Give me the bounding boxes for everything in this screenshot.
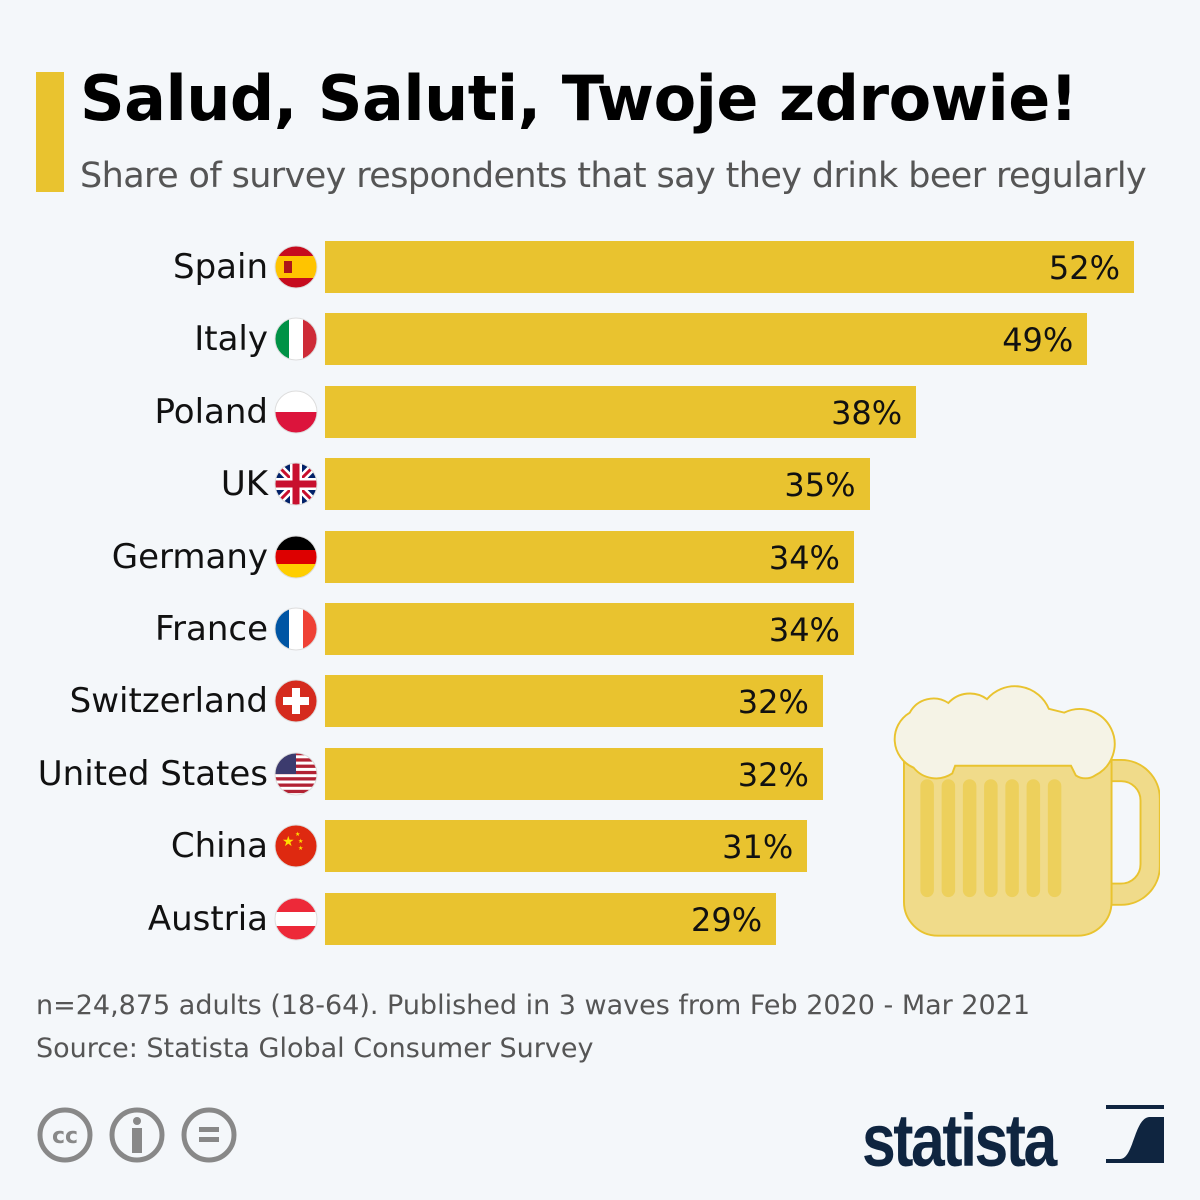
- value-label: 38%: [831, 393, 903, 432]
- bar: 32%: [325, 675, 823, 728]
- bar-row: Germany 34%: [0, 530, 1200, 583]
- bar-row: United States 32%: [0, 747, 1200, 800]
- sample-note: n=24,875 adults (18-64). Published in 3 …: [36, 990, 1031, 1021]
- china-flag-icon: ★ ★★★: [274, 824, 318, 868]
- svg-text:★: ★: [295, 831, 300, 838]
- austria-flag-icon: [274, 897, 318, 941]
- bar-row: China ★ ★ ★ ★ 31%: [0, 820, 1200, 873]
- category-label: Italy: [194, 319, 268, 360]
- value-label: 34%: [768, 611, 840, 649]
- bar-row: France 34%: [0, 603, 1200, 655]
- svg-text:★: ★: [282, 834, 295, 850]
- bar: 52%: [325, 241, 1134, 293]
- bar-row: UK 35%: [0, 458, 1200, 511]
- svg-text:★: ★: [298, 838, 303, 845]
- poland-flag-icon: [274, 390, 318, 434]
- chart-title: Salud, Saluti, Twoje zdrowie!: [80, 62, 1078, 135]
- france-flag-icon: [274, 607, 318, 651]
- svg-text:★: ★: [298, 845, 303, 852]
- category-label: Germany: [111, 536, 268, 577]
- value-label: 35%: [784, 466, 856, 505]
- category-label: Poland: [154, 391, 268, 432]
- creative-commons-icon[interactable]: cc: [36, 1106, 94, 1164]
- value-label: 34%: [768, 538, 840, 577]
- no-derivatives-icon[interactable]: [180, 1106, 238, 1164]
- bar-row: Spain 52%: [0, 241, 1200, 293]
- category-label: Austria: [147, 898, 268, 939]
- bar: 49%: [325, 313, 1088, 366]
- germany-flag-icon: [274, 535, 318, 579]
- bar-row: Italy 49%: [0, 313, 1200, 366]
- category-label: United States: [37, 753, 268, 794]
- bar: 34%: [325, 530, 854, 583]
- bar: 34%: [325, 603, 854, 655]
- value-label: 52%: [1048, 249, 1120, 287]
- value-label: 31%: [722, 828, 794, 867]
- svg-text:cc: cc: [52, 1124, 78, 1149]
- us-flag-icon: [274, 752, 318, 796]
- bar: 35%: [325, 458, 870, 511]
- attribution-icon[interactable]: [108, 1106, 166, 1164]
- title-accent-bar: [36, 72, 64, 192]
- value-label: 32%: [737, 683, 809, 722]
- uk-flag-icon: [274, 462, 318, 506]
- bar: 38%: [325, 385, 917, 438]
- bar: 32%: [325, 747, 823, 800]
- chart-subtitle: Share of survey respondents that say the…: [80, 156, 1147, 196]
- italy-flag-icon: [274, 317, 318, 361]
- category-label: UK: [220, 464, 268, 505]
- category-label: China: [170, 826, 268, 867]
- bar-row: Austria 29%: [0, 892, 1200, 945]
- bar-row: Poland 38%: [0, 385, 1200, 438]
- spain-flag-icon: [274, 245, 318, 289]
- statista-logo-mark: [1106, 1105, 1164, 1163]
- beer-mug-icon: [893, 685, 1160, 937]
- statista-logo[interactable]: statista: [862, 1099, 1057, 1182]
- bar: 29%: [325, 892, 777, 945]
- category-label: Spain: [173, 247, 268, 287]
- bar-row: Switzerland 32%: [0, 675, 1200, 728]
- switzerland-flag-icon: [274, 679, 318, 723]
- value-label: 29%: [691, 900, 763, 939]
- bar: 31%: [325, 820, 808, 873]
- value-label: 32%: [737, 755, 809, 794]
- category-label: France: [154, 609, 268, 649]
- value-label: 49%: [1002, 321, 1074, 360]
- source-note: Source: Statista Global Consumer Survey: [36, 1033, 594, 1064]
- category-label: Switzerland: [69, 681, 268, 722]
